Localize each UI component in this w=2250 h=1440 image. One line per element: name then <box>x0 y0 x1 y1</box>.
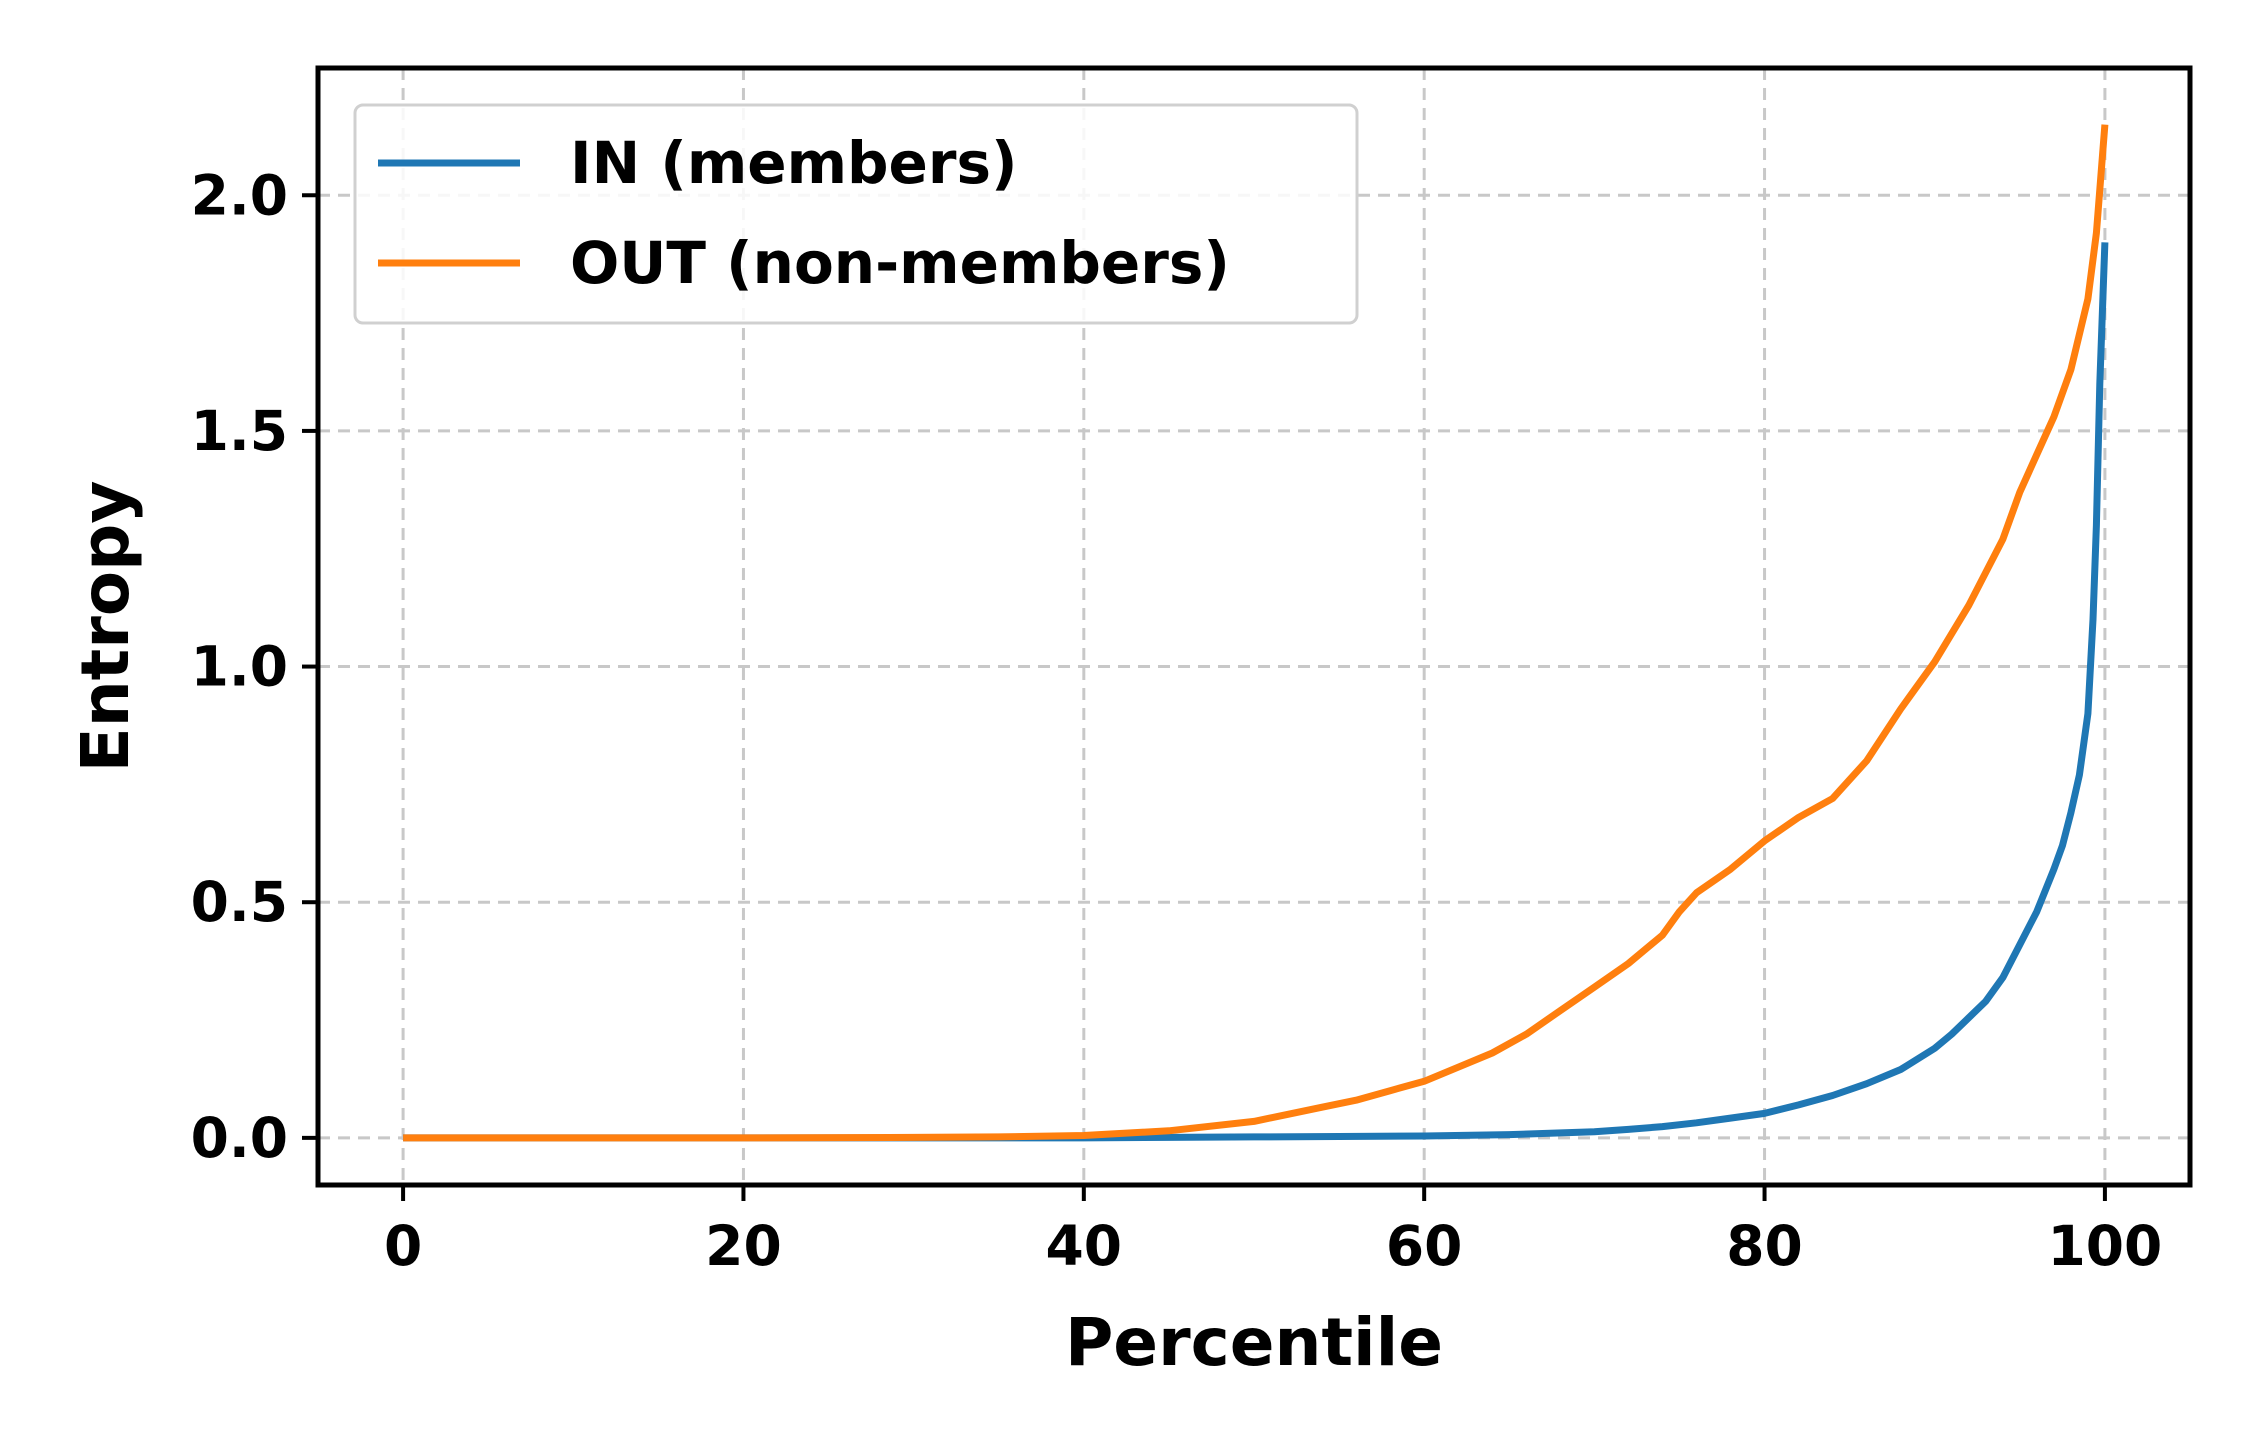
y-axis-label: Entropy <box>67 481 144 773</box>
y-tick-label-0: 0.0 <box>191 1106 288 1170</box>
y-tick-label-1: 0.5 <box>191 870 288 934</box>
legend-label-in-members: IN (members) <box>570 129 1018 197</box>
x-tick-label-0: 0 <box>384 1214 422 1278</box>
y-tick-label-4: 2.0 <box>191 163 288 227</box>
y-tick-label-2: 1.0 <box>191 635 288 699</box>
x-tick-label-4: 80 <box>1726 1214 1803 1278</box>
legend: IN (members) OUT (non-members) <box>353 103 1359 325</box>
y-tick-label-3: 1.5 <box>191 399 288 463</box>
axis-ticks: 0 20 40 60 80 100 0.0 0.5 1.0 1.5 2.0 <box>191 163 2163 1278</box>
legend-box <box>353 103 1359 325</box>
x-tick-label-5: 100 <box>2048 1214 2163 1278</box>
series-line-in-members <box>403 242 2109 1142</box>
x-tick-label-1: 20 <box>705 1214 782 1278</box>
x-tick-label-2: 40 <box>1046 1214 1123 1278</box>
legend-label-out-non-members: OUT (non-members) <box>570 229 1230 297</box>
series-lines <box>403 124 2109 1142</box>
plot-frame <box>315 65 2193 1188</box>
series-line-out-non-members <box>403 124 2109 1142</box>
x-axis-label: Percentile <box>1065 1304 1443 1381</box>
x-tick-label-3: 60 <box>1386 1214 1463 1278</box>
